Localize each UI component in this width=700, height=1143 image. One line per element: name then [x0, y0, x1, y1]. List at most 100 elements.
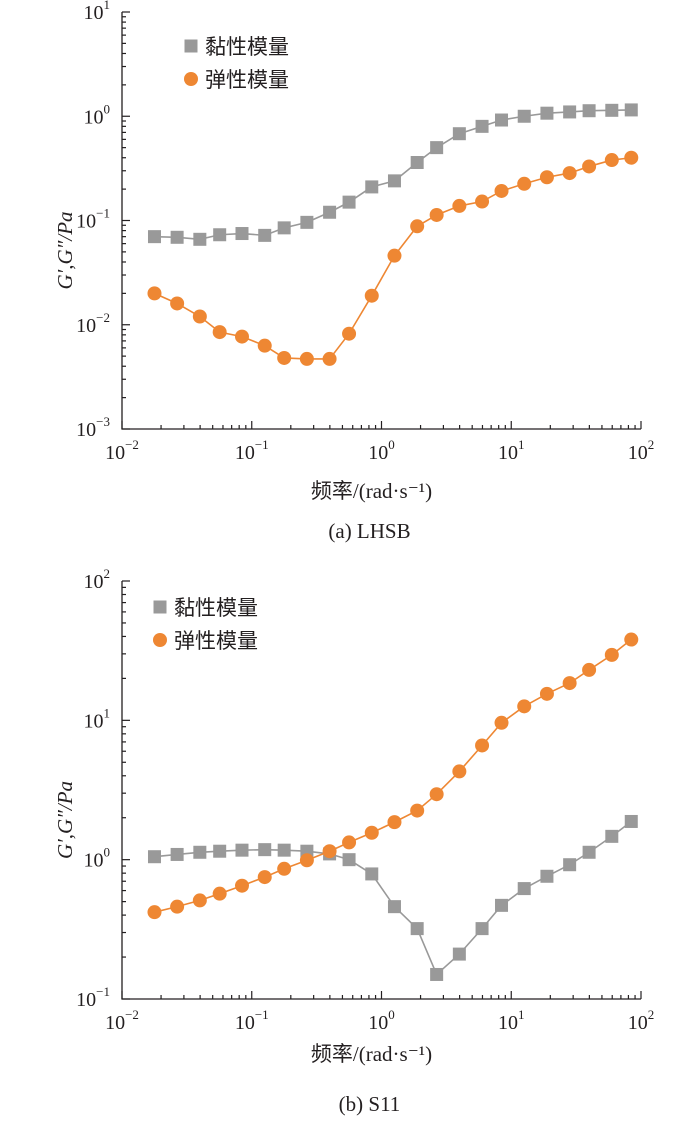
x-tick-label: 101: [498, 437, 525, 464]
data-point-square: [495, 113, 509, 127]
legend-label: 黏性模量: [174, 596, 258, 620]
x-tick-label: 101: [498, 1007, 525, 1034]
data-point-circle: [299, 853, 314, 868]
y-axis-title: G′,G″/Pa: [53, 781, 77, 859]
x-axis-title: 频率/(rad·s⁻¹): [311, 1042, 432, 1066]
y-tick-label: 102: [84, 566, 111, 593]
data-point-circle: [170, 899, 185, 914]
data-point-square: [235, 843, 249, 857]
legend-label: 弹性模量: [174, 629, 258, 653]
data-point-circle: [452, 764, 467, 779]
data-point-square: [410, 922, 424, 936]
data-point-circle: [582, 662, 597, 677]
data-point-circle: [410, 803, 425, 818]
data-point-circle: [387, 248, 402, 263]
data-point-circle: [539, 170, 554, 185]
legend-marker-circle: [184, 72, 198, 86]
x-tick-label: 10−2: [105, 437, 139, 464]
x-tick-label: 10−1: [235, 437, 269, 464]
data-point-square: [387, 900, 401, 914]
data-point-square: [517, 109, 531, 123]
data-point-circle: [494, 715, 509, 730]
data-point-circle: [539, 686, 554, 701]
y-tick-label: 101: [84, 705, 111, 732]
y-tick-label: 10−1: [76, 206, 110, 233]
chart-panel-0: 10−2 10−1 100 101 10210−310−210−1100101频率/(r…: [53, 0, 654, 543]
data-point-circle: [387, 815, 402, 830]
data-point-square: [213, 228, 227, 242]
data-point-square: [170, 847, 184, 861]
data-point-square: [540, 106, 554, 120]
y-tick-label: 10−3: [76, 414, 110, 441]
data-point-square: [147, 850, 161, 864]
data-point-circle: [517, 699, 532, 714]
series-line: [154, 820, 632, 976]
data-point-square: [365, 867, 379, 881]
data-point-square: [430, 967, 444, 981]
data-point-square: [235, 227, 249, 241]
data-point-circle: [624, 150, 639, 165]
data-point-circle: [192, 893, 207, 908]
data-point-circle: [452, 198, 467, 213]
x-tick-label: 10−1: [235, 1007, 269, 1034]
data-point-square: [147, 230, 161, 244]
y-tick-label: 10−1: [76, 984, 110, 1011]
series-square: [147, 814, 638, 981]
y-tick-label: 100: [84, 101, 111, 128]
data-point-circle: [475, 738, 490, 753]
data-point-square: [323, 205, 337, 219]
data-point-circle: [322, 844, 337, 859]
data-point-circle: [322, 351, 337, 366]
data-point-square: [624, 814, 638, 828]
data-point-circle: [299, 351, 314, 366]
data-point-square: [475, 119, 489, 133]
data-point-circle: [277, 350, 292, 365]
data-point-square: [495, 898, 509, 912]
data-point-circle: [429, 787, 444, 802]
y-tick-label: 101: [84, 0, 111, 24]
data-point-circle: [604, 153, 619, 168]
series-circle: [147, 632, 639, 920]
data-point-circle: [562, 166, 577, 181]
data-point-square: [475, 922, 489, 936]
data-point-square: [277, 843, 291, 857]
legend-label: 黏性模量: [205, 35, 289, 59]
axes-frame: [121, 12, 641, 430]
x-tick-label: 10−2: [105, 1007, 139, 1034]
data-point-circle: [364, 825, 379, 840]
data-point-circle: [192, 309, 207, 324]
x-tick-label: 100: [368, 437, 395, 464]
data-point-square: [624, 103, 638, 117]
y-tick-label: 10−2: [76, 310, 110, 337]
data-point-square: [277, 221, 291, 235]
x-tick-label: 102: [628, 437, 655, 464]
chart-panel-1: 10−2 10−1 100 101 10210−1100101102频率/(rad·s⁻…: [53, 566, 654, 1116]
data-point-circle: [342, 835, 357, 850]
data-point-square: [605, 103, 619, 117]
data-point-square: [170, 230, 184, 244]
data-point-circle: [234, 878, 249, 893]
y-axis-title: G′,G″/Pa: [53, 211, 77, 289]
data-point-circle: [410, 219, 425, 234]
data-point-circle: [212, 325, 227, 340]
legend-marker-square: [153, 600, 167, 614]
data-point-square: [430, 141, 444, 155]
data-point-square: [540, 869, 554, 883]
series-line: [154, 638, 632, 913]
data-point-square: [582, 845, 596, 859]
series-circle: [147, 150, 639, 366]
data-point-square: [410, 156, 424, 170]
data-point-square: [342, 195, 356, 209]
data-point-square: [605, 829, 619, 843]
data-point-square: [563, 858, 577, 872]
data-point-square: [365, 180, 379, 194]
data-point-square: [563, 105, 577, 119]
data-point-square: [452, 127, 466, 141]
data-point-circle: [170, 296, 185, 311]
data-point-square: [582, 104, 596, 118]
data-point-circle: [234, 329, 249, 344]
data-point-circle: [429, 207, 444, 222]
x-tick-label: 100: [368, 1007, 395, 1034]
data-point-square: [213, 844, 227, 858]
